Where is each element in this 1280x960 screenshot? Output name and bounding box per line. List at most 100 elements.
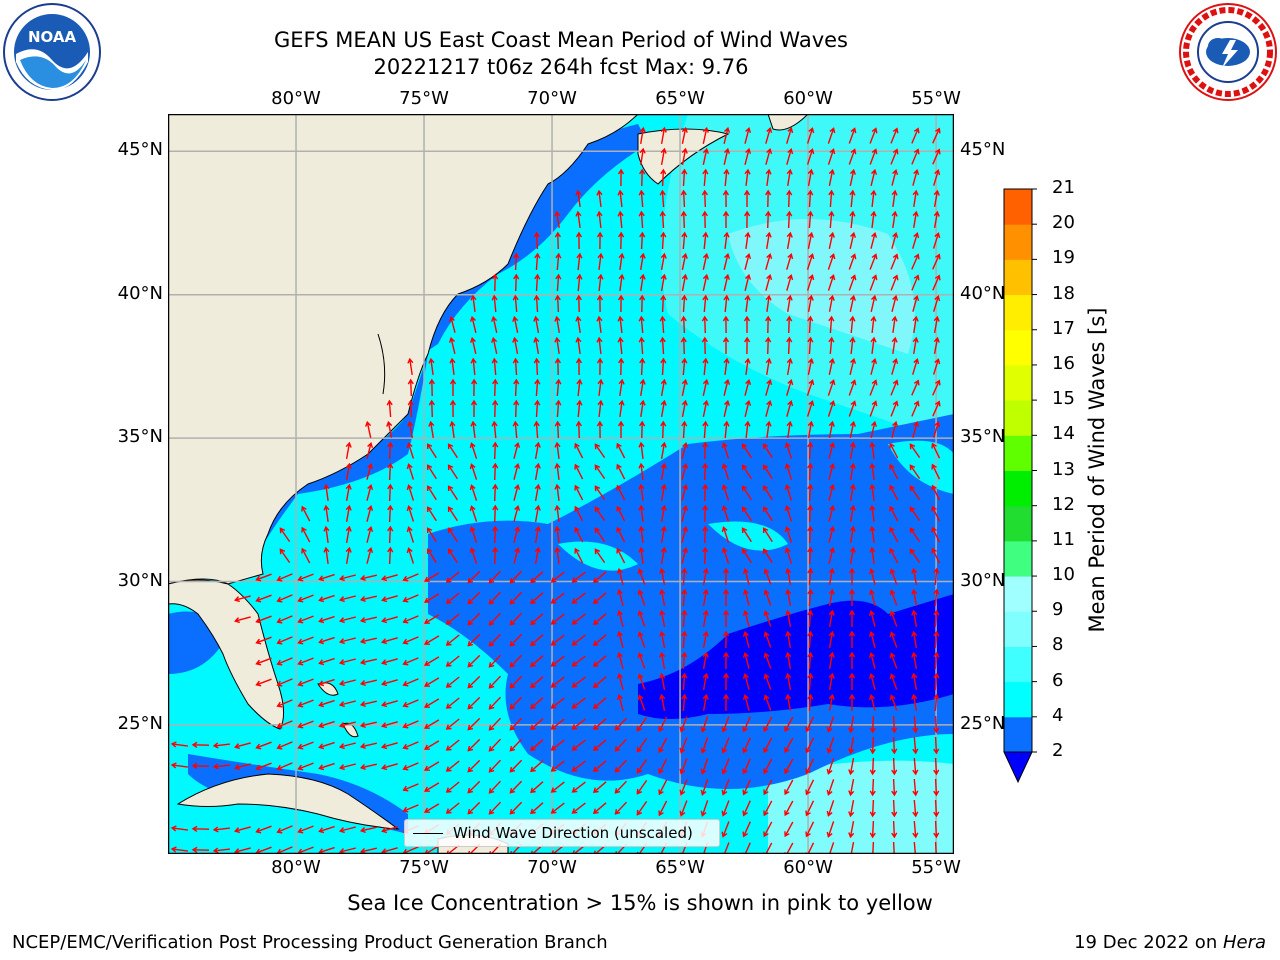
wave-direction-arrow [700, 716, 709, 733]
wave-direction-arrow [681, 378, 688, 396]
wave-direction-arrow [889, 568, 898, 585]
wave-direction-arrow [255, 573, 272, 582]
wave-direction-arrow [592, 802, 607, 815]
wave-direction-arrow [742, 694, 750, 711]
lat-label-right: 35°N [960, 426, 1006, 448]
wave-direction-arrow [509, 738, 523, 752]
wave-direction-arrow [359, 616, 377, 624]
wave-direction-arrow [869, 736, 876, 755]
wave-direction-arrow [763, 443, 773, 459]
wave-direction-arrow [402, 615, 419, 624]
colorbar-tick-label: 17 [1052, 317, 1075, 339]
lat-label-right: 45°N [960, 139, 1006, 161]
wave-direction-arrow [702, 483, 709, 502]
north-america-land [168, 114, 639, 585]
wave-direction-arrow [827, 148, 836, 165]
wave-direction-arrow [721, 442, 730, 459]
wave-direction-arrow [616, 630, 624, 648]
wave-direction-arrow [933, 841, 939, 854]
wave-direction-arrow [530, 781, 544, 794]
lon-label-top: 75°W [399, 88, 449, 109]
wave-direction-arrow [575, 294, 582, 313]
wave-direction-arrow [721, 842, 730, 854]
wave-direction-arrow [721, 547, 730, 564]
wave-direction-arrow [868, 610, 876, 627]
wave-direction-arrow [912, 315, 919, 334]
wave-direction-arrow [658, 737, 668, 754]
wave-direction-arrow [576, 399, 583, 418]
wave-direction-arrow [849, 315, 856, 334]
wave-direction-arrow [618, 378, 625, 397]
wave-direction-arrow [660, 252, 667, 271]
wave-direction-arrow [445, 697, 460, 709]
wave-direction-arrow [828, 442, 836, 459]
wave-direction-arrow [849, 357, 857, 375]
wave-direction-arrow [890, 127, 899, 144]
wave-direction-arrow [849, 210, 856, 229]
wave-direction-arrow [744, 273, 752, 291]
wave-direction-arrow [765, 253, 773, 270]
wave-direction-arrow [381, 721, 398, 729]
colorbar-segment [1004, 329, 1032, 366]
wave-direction-arrow [660, 483, 667, 502]
wave-direction-arrow [763, 737, 773, 754]
wave-direction-arrow [744, 379, 752, 396]
wave-direction-arrow [869, 483, 876, 501]
wave-direction-arrow [512, 315, 519, 333]
wave-direction-arrow [575, 420, 582, 439]
wave-direction-arrow [681, 588, 688, 607]
wave-direction-arrow [741, 464, 752, 480]
wave-direction-arrow [933, 799, 940, 818]
wave-direction-arrow [445, 802, 460, 814]
wave-direction-arrow [891, 778, 898, 797]
wave-direction-arrow [428, 399, 435, 418]
wave-direction-arrow [848, 651, 856, 669]
wave-direction-arrow [848, 253, 857, 270]
wave-direction-arrow [659, 651, 666, 670]
colorbar-tick-label: 10 [1052, 564, 1075, 586]
wave-direction-arrow [722, 609, 730, 628]
wave-direction-arrow [826, 716, 835, 733]
wave-direction-arrow [530, 697, 544, 710]
wave-direction-arrow [509, 696, 523, 710]
wave-direction-arrow [721, 716, 730, 733]
wave-direction-arrow [890, 379, 899, 396]
wave-direction-arrow [826, 800, 835, 817]
wave-direction-arrow [743, 315, 751, 333]
wave-direction-arrow [848, 693, 856, 711]
wave-direction-arrow [234, 616, 251, 624]
wave-direction-arrow [491, 315, 498, 333]
wave-direction-arrow [805, 716, 815, 733]
wave-direction-arrow [763, 485, 773, 501]
wave-direction-arrow [618, 252, 625, 270]
wave-direction-arrow [889, 442, 899, 459]
wave-direction-arrow [406, 547, 415, 564]
wave-direction-arrow [212, 847, 230, 854]
wave-direction-arrow [931, 484, 941, 501]
lat-label-left: 30°N [117, 569, 163, 591]
wave-direction-arrow [911, 379, 920, 396]
wave-direction-arrow [513, 547, 521, 564]
wave-direction-arrow [509, 654, 523, 668]
wave-direction-arrow [932, 358, 941, 375]
wave-direction-arrow [616, 672, 624, 690]
wave-direction-arrow [870, 294, 878, 312]
wave-direction-arrow [849, 168, 856, 186]
wave-direction-arrow [807, 609, 814, 628]
wave-direction-arrow [530, 718, 544, 731]
wave-direction-arrow [868, 652, 876, 669]
wave-direction-arrow [638, 441, 645, 459]
wave-direction-arrow [618, 357, 625, 376]
host-name: Hera [1222, 932, 1266, 953]
cuba-land [176, 773, 400, 830]
wave-direction-arrow [533, 357, 540, 376]
wave-direction-arrow [723, 357, 730, 375]
wave-direction-arrow [402, 678, 419, 687]
wave-direction-arrow [702, 294, 709, 313]
wave-direction-arrow [742, 631, 750, 648]
wave-direction-arrow [681, 547, 689, 564]
wave-direction-arrow [445, 739, 460, 751]
wave-direction-arrow [234, 595, 251, 603]
wave-direction-arrow [702, 525, 709, 544]
wave-direction-arrow [402, 636, 419, 645]
